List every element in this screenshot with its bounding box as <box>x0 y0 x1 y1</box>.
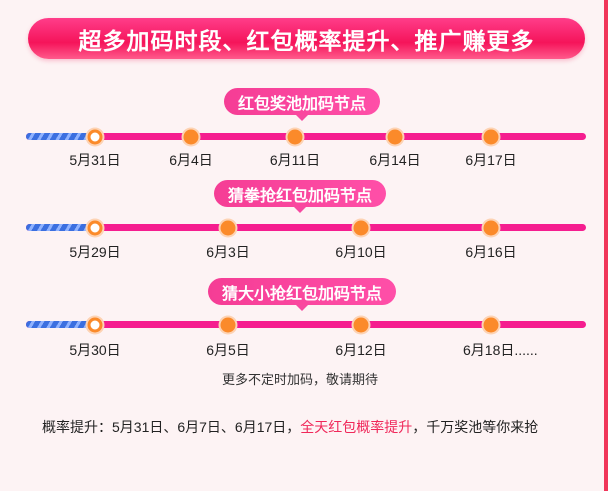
node-date: 6月5日 <box>206 342 250 358</box>
node-dot <box>220 317 236 332</box>
probability-paragraph: 概率提升：5月31日、6月7日、6月17日，全天红包概率提升，千万奖池等你来抢 <box>42 414 582 441</box>
para-prefix: 概率提升：5月31日、6月7日、6月17日， <box>42 419 301 435</box>
node-date: 6月16日 <box>465 244 517 260</box>
node-date: 5月29日 <box>69 244 121 260</box>
current-node-dot <box>87 220 103 235</box>
node-date: 6月11日 <box>269 152 321 168</box>
node-date: 6月14日 <box>369 152 421 168</box>
para-highlight: 全天红包概率提升 <box>300 419 413 435</box>
node-dot <box>183 129 199 144</box>
timeline-track <box>26 321 586 328</box>
more-note: 更多不定时加码，敬请期待 <box>221 372 378 387</box>
node-date: 6月4日 <box>169 152 213 168</box>
current-node-dot <box>87 317 103 332</box>
node-dot <box>353 317 369 332</box>
node-date: 6月17日 <box>465 152 517 168</box>
header-banner: 超多加码时段、红包概率提升、推广赚更多 <box>28 18 585 59</box>
node-dot <box>220 220 236 235</box>
node-dot <box>483 220 499 235</box>
node-dot <box>483 129 499 144</box>
timeline-title: 猜大小抢红包加码节点 <box>207 278 397 311</box>
node-dot <box>287 129 303 144</box>
node-dot <box>483 317 499 332</box>
right-border <box>604 0 608 491</box>
timeline-title: 猜拳抢红包加码节点 <box>213 180 387 213</box>
node-dot <box>387 129 403 144</box>
node-date: 6月12日 <box>335 342 387 358</box>
node-date: 6月18日...... <box>463 342 538 358</box>
para-suffix: ，千万奖池等你来抢 <box>412 419 539 435</box>
node-date: 5月31日 <box>69 152 121 168</box>
timeline-title: 红包奖池加码节点 <box>223 88 381 121</box>
timeline-passed-segment <box>26 224 94 231</box>
node-date: 5月30日 <box>69 342 121 358</box>
node-dot <box>353 220 369 235</box>
timeline-passed-segment <box>26 133 94 140</box>
current-node-dot <box>87 129 103 144</box>
timeline-track <box>26 224 586 231</box>
timeline-passed-segment <box>26 321 94 328</box>
timeline-track <box>26 133 586 140</box>
node-date: 6月3日 <box>206 244 250 260</box>
node-date: 6月10日 <box>335 244 387 260</box>
